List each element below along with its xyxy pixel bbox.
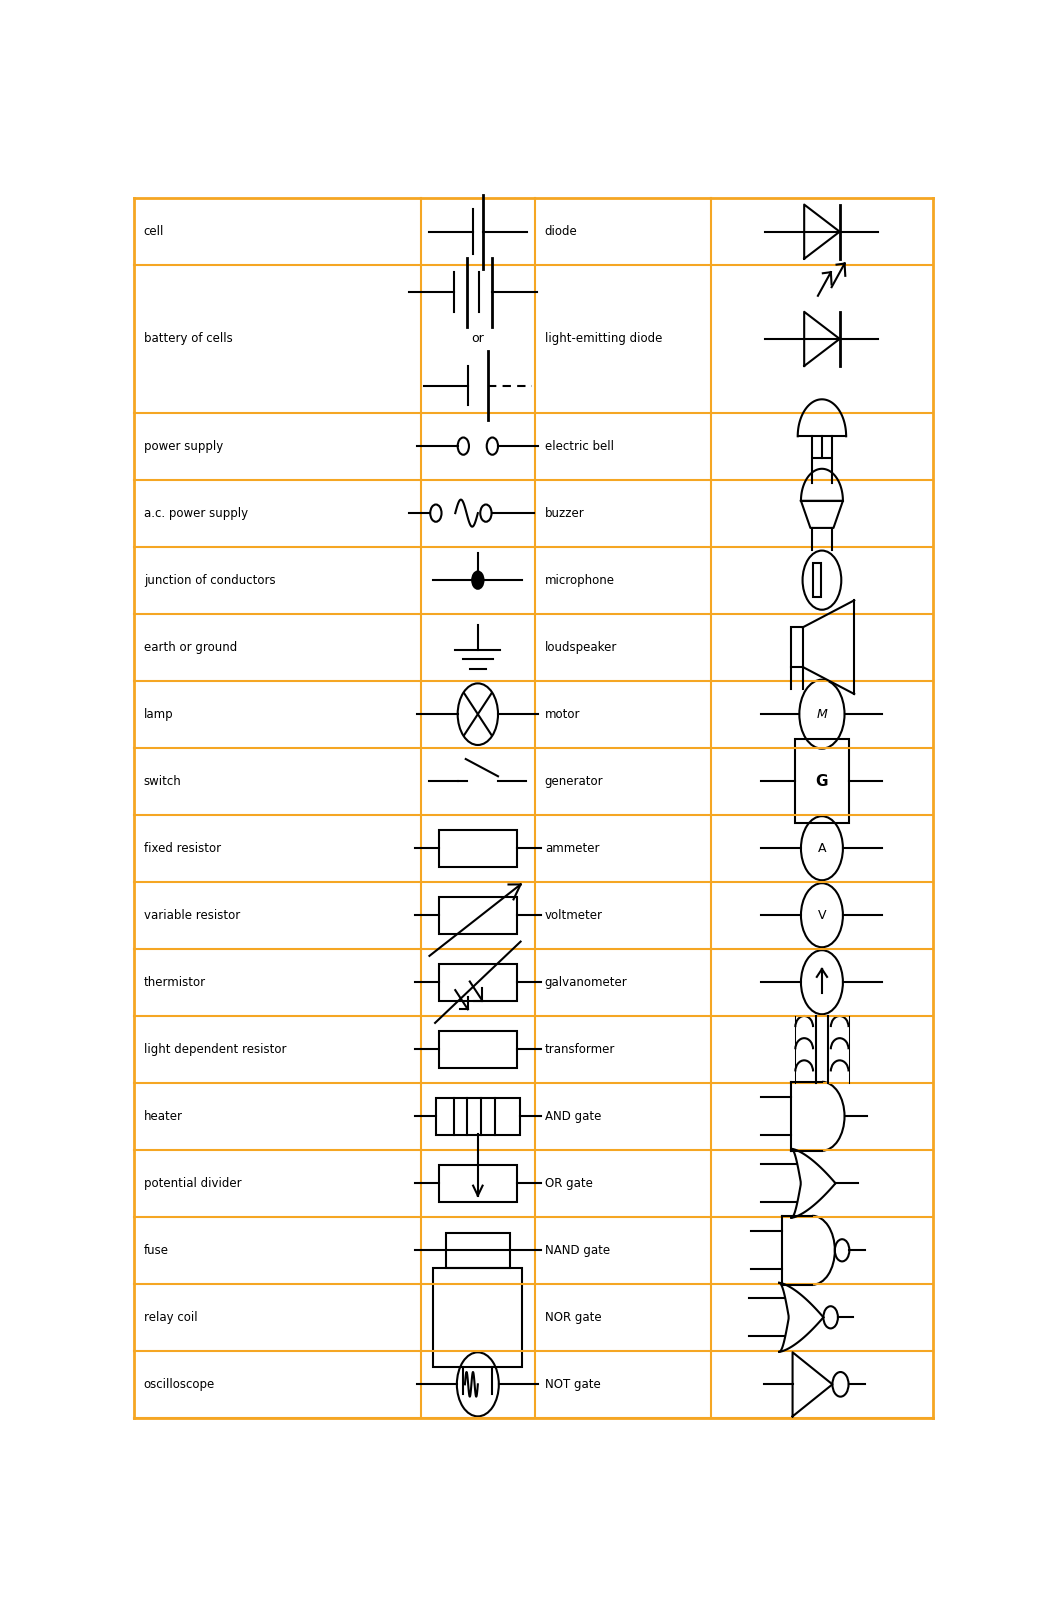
Text: switch: switch <box>144 774 181 787</box>
Text: variable resistor: variable resistor <box>144 909 240 922</box>
Bar <box>439 1030 516 1067</box>
Bar <box>439 1165 516 1202</box>
Text: lamp: lamp <box>144 707 174 720</box>
Text: electric bell: electric bell <box>544 440 614 453</box>
Bar <box>439 963 516 1000</box>
Text: transformer: transformer <box>544 1043 615 1056</box>
Text: AND gate: AND gate <box>544 1110 602 1123</box>
Bar <box>439 830 516 867</box>
Text: NAND gate: NAND gate <box>544 1243 610 1258</box>
Text: power supply: power supply <box>144 440 223 453</box>
Bar <box>433 1269 523 1366</box>
Text: a.c. power supply: a.c. power supply <box>144 507 248 520</box>
Bar <box>791 627 803 667</box>
Text: or: or <box>472 333 484 346</box>
Text: A: A <box>817 842 827 854</box>
Text: buzzer: buzzer <box>544 507 585 520</box>
Text: relay coil: relay coil <box>144 1310 198 1323</box>
Text: galvanometer: galvanometer <box>544 976 628 989</box>
Text: earth or ground: earth or ground <box>144 640 237 654</box>
Text: junction of conductors: junction of conductors <box>144 574 276 587</box>
Text: NOT gate: NOT gate <box>544 1378 601 1390</box>
Text: fuse: fuse <box>144 1243 169 1258</box>
Text: fixed resistor: fixed resistor <box>144 842 221 854</box>
Text: G: G <box>816 774 829 789</box>
Text: cell: cell <box>144 226 164 238</box>
Text: generator: generator <box>544 774 604 787</box>
Text: motor: motor <box>544 707 580 720</box>
Text: heater: heater <box>144 1110 183 1123</box>
Text: loudspeaker: loudspeaker <box>544 640 617 654</box>
Bar <box>813 563 821 597</box>
Text: potential divider: potential divider <box>144 1176 242 1190</box>
Text: voltmeter: voltmeter <box>544 909 603 922</box>
Bar <box>794 739 849 822</box>
Bar <box>436 1098 519 1134</box>
Text: NOR gate: NOR gate <box>544 1310 602 1323</box>
Text: light dependent resistor: light dependent resistor <box>144 1043 286 1056</box>
Text: M: M <box>816 707 828 720</box>
Circle shape <box>473 571 483 589</box>
Text: oscilloscope: oscilloscope <box>144 1378 215 1390</box>
Text: microphone: microphone <box>544 574 615 587</box>
Bar <box>439 896 516 934</box>
Text: OR gate: OR gate <box>544 1176 592 1190</box>
Text: ammeter: ammeter <box>544 842 600 854</box>
Text: V: V <box>817 909 827 922</box>
Text: light-emitting diode: light-emitting diode <box>544 333 662 346</box>
Bar <box>446 1234 510 1267</box>
Text: thermistor: thermistor <box>144 976 206 989</box>
Text: diode: diode <box>544 226 578 238</box>
Text: battery of cells: battery of cells <box>144 333 232 346</box>
